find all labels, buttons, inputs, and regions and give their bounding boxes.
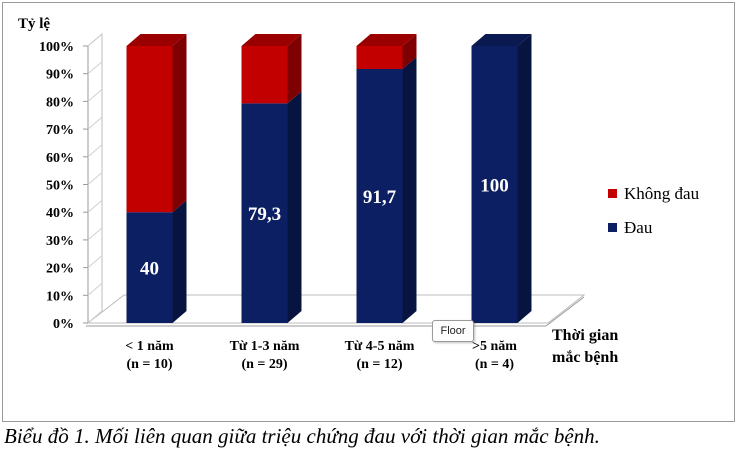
bar-segment — [126, 200, 187, 323]
bars — [126, 34, 532, 324]
bar-segment — [356, 56, 417, 324]
bar-segment — [471, 34, 532, 323]
bar-front — [126, 212, 173, 323]
bar-front — [471, 46, 518, 323]
bar-segment — [241, 34, 302, 104]
floor-tooltip: Floor — [432, 320, 474, 342]
y-tick-depth — [87, 255, 103, 268]
bar-front — [356, 46, 403, 69]
legend-label: Đau — [624, 218, 653, 237]
y-tick-label: 80% — [46, 95, 74, 110]
y-tick-label: 30% — [46, 234, 74, 249]
data-label: 40 — [140, 259, 159, 280]
data-labels: 40 79,3 91,7 100 — [140, 176, 509, 280]
bar-top — [241, 34, 302, 46]
y-tick-label: 50% — [46, 179, 74, 194]
y-tick-label: 70% — [46, 123, 74, 138]
x-tick-label: Từ 4-5 năm — [345, 339, 415, 354]
x-tick-label: (n = 4) — [475, 357, 514, 372]
y-tick-label: 60% — [46, 151, 74, 166]
x-axis-title: Thời gian mắc bệnh — [552, 327, 618, 366]
y-axis: 0% 10% 20% 30% 40% 50% 60% 70% 80% 90% 100% — [39, 33, 103, 332]
y-tick-depth — [87, 310, 103, 324]
y-tick-depth — [87, 89, 103, 102]
y-tick-label: 10% — [46, 289, 74, 304]
x-axis-categories: < 1 năm (n = 10) Từ 1-3 năm (n = 29) Từ 4-5 … — [125, 339, 517, 372]
y-tick-label: 0% — [53, 317, 74, 332]
bar-top — [126, 34, 187, 46]
x-tick-label: (n = 12) — [356, 357, 402, 372]
x-axis-title-line: mắc bệnh — [552, 349, 618, 366]
y-axis-title: Tỷ lệ — [18, 16, 50, 32]
bar-side — [172, 200, 187, 323]
bar-segment — [356, 34, 417, 69]
y-tick-depth — [87, 61, 103, 75]
bar-segment — [126, 34, 187, 213]
stacked-bar-chart: 0% 10% 20% 30% 40% 50% 60% 70% 80% 90% 100% 40 79,3… — [18, 16, 700, 372]
data-label: 79,3 — [248, 204, 281, 225]
legend-label: Không đau — [624, 184, 700, 203]
y-tick-label: 90% — [46, 68, 74, 83]
x-axis-title-line: Thời gian — [552, 327, 618, 344]
x-tick-label: < 1 năm — [125, 339, 174, 354]
bar-side — [287, 34, 302, 104]
bar-side — [172, 34, 187, 213]
y-tick-depth — [87, 227, 103, 241]
y-tick-depth — [87, 116, 103, 130]
bar-front — [241, 103, 288, 324]
y-tick-label: 20% — [46, 262, 74, 277]
y-tick-depth — [87, 172, 103, 185]
y-tick-depth — [87, 144, 103, 158]
x-tick-label: (n = 29) — [241, 357, 287, 372]
legend-swatch — [608, 189, 617, 198]
x-tick-label: (n = 10) — [126, 357, 172, 372]
bar-top — [356, 34, 417, 46]
x-tick-label: >5 năm — [472, 339, 517, 354]
y-tick-depth — [87, 199, 103, 213]
bar-side — [402, 56, 417, 324]
data-label: 91,7 — [363, 187, 397, 208]
y-tick-depth — [87, 282, 103, 296]
bar-side — [402, 34, 417, 69]
bar-top — [471, 34, 532, 46]
floor-edge-right — [545, 296, 585, 327]
bar-front — [356, 68, 403, 323]
bar-segment — [241, 91, 302, 324]
data-label: 100 — [480, 176, 509, 197]
y-tick-depth — [87, 33, 103, 47]
bar-front — [241, 46, 288, 104]
bar-side — [287, 91, 302, 324]
bar-front — [126, 46, 173, 213]
bar-side — [517, 34, 532, 323]
legend: Không đau Đau — [608, 184, 700, 237]
figure-caption: Biểu đồ 1. Mối liên quan giữa triệu chứn… — [4, 424, 600, 448]
y-tick-label: 100% — [39, 40, 74, 55]
legend-swatch — [608, 223, 617, 232]
y-tick-label: 40% — [46, 206, 74, 221]
x-tick-label: Từ 1-3 năm — [230, 339, 300, 354]
